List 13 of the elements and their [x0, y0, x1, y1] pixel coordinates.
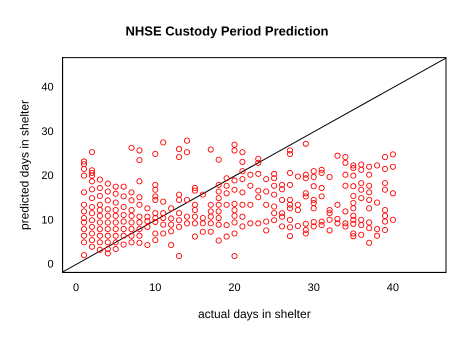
x-tick-label: 40	[386, 282, 400, 294]
x-tick-label: 10	[149, 282, 162, 294]
y-tick-label: 0	[48, 258, 54, 270]
x-tick-label: 30	[308, 282, 320, 294]
x-axis-title: actual days in shelter	[198, 307, 311, 322]
x-tick-label: 20	[228, 282, 241, 294]
y-tick-label: 20	[41, 170, 54, 182]
y-tick-label: 10	[41, 214, 54, 226]
y-axis-title: predicted days in shelter	[18, 100, 32, 230]
x-tick-label: 0	[73, 282, 80, 294]
y-tick-label: 40	[41, 82, 54, 94]
chart-title: NHSE Custody Period Prediction	[126, 23, 329, 38]
y-tick-label: 30	[41, 126, 54, 138]
